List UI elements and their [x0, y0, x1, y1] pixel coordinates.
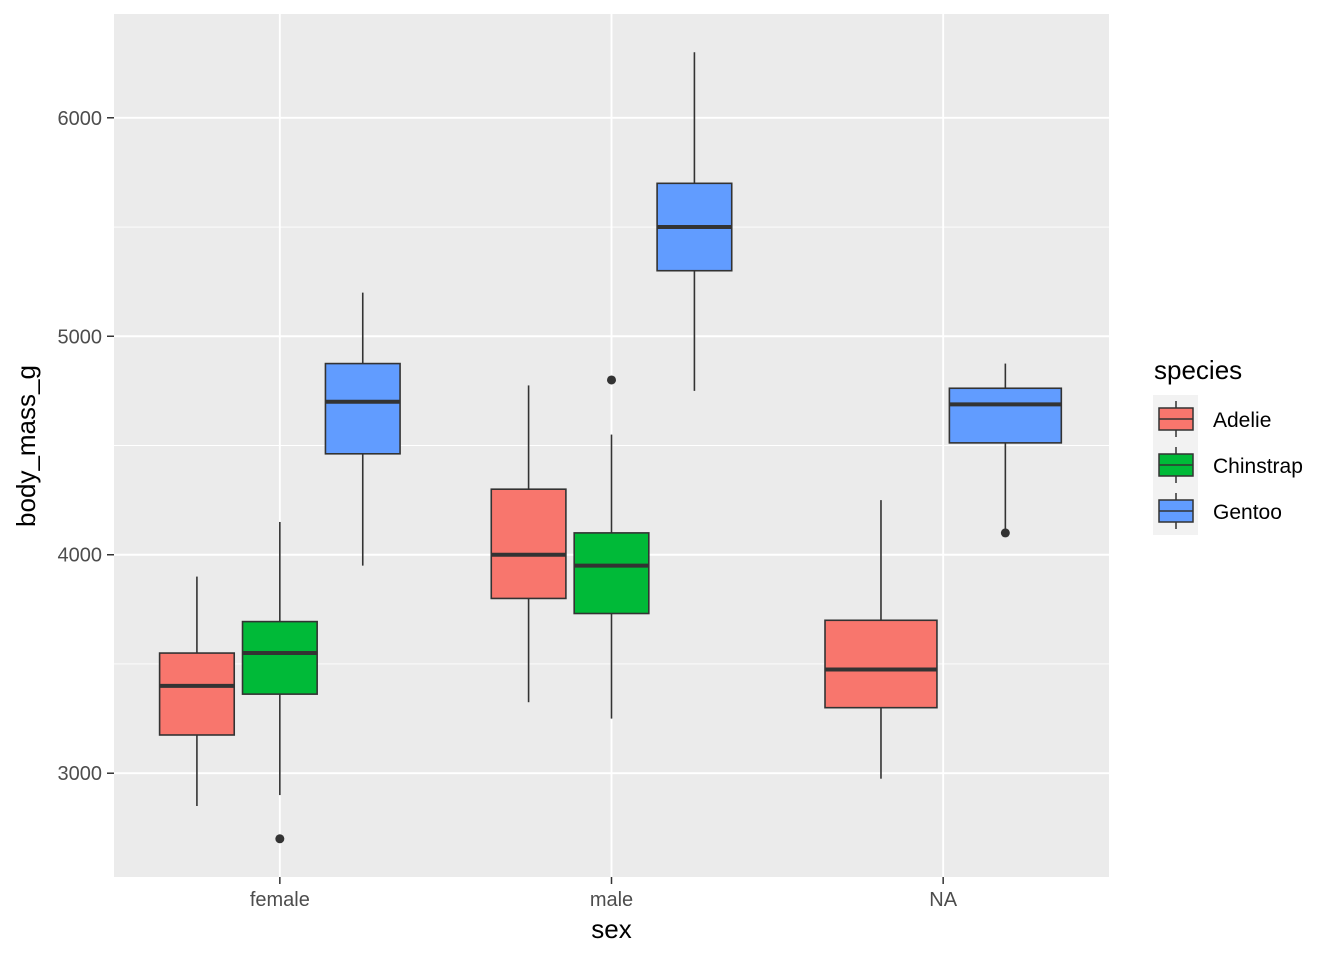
box-iqr: [490, 488, 567, 600]
y-tick-label: 5000: [58, 326, 103, 348]
box-iqr: [241, 620, 318, 695]
x-axis: female male NA: [250, 877, 958, 911]
legend-label-adelie: Adelie: [1213, 409, 1271, 432]
legend: species Adelie Chinstrap Gentoo: [1153, 355, 1303, 535]
x-axis-title: sex: [591, 914, 631, 944]
box-iqr: [158, 652, 236, 736]
y-axis-title: body_mass_g: [11, 365, 41, 527]
box-male-chinstrap: [573, 375, 650, 719]
box-layer: [158, 52, 1063, 844]
x-tick-label: male: [590, 889, 633, 911]
box-female-chinstrap: [241, 521, 318, 844]
y-tick-label: 3000: [58, 763, 103, 785]
box-female-gentoo: [324, 292, 401, 566]
x-tick-label: female: [250, 889, 310, 911]
x-tick-label: NA: [929, 889, 957, 911]
box-iqr: [948, 387, 1063, 444]
box-iqr: [824, 619, 938, 709]
box-NA-adelie: [824, 500, 938, 779]
outlier-point: [275, 834, 285, 844]
legend-key-chinstrap: [1158, 447, 1194, 483]
legend-key-adelie: [1158, 401, 1194, 437]
legend-label-chinstrap: Chinstrap: [1213, 455, 1303, 478]
box-iqr: [573, 532, 650, 615]
box-iqr: [324, 362, 401, 455]
y-tick-label: 6000: [58, 108, 103, 130]
outlier-point: [1000, 528, 1010, 538]
y-axis: 3000 4000 5000 6000: [58, 108, 114, 785]
box-male-gentoo: [656, 52, 733, 391]
legend-key-gentoo: [1158, 493, 1194, 529]
box-NA-gentoo: [948, 363, 1063, 538]
y-tick-label: 4000: [58, 545, 103, 567]
outlier-point: [607, 375, 616, 385]
legend-label-gentoo: Gentoo: [1213, 501, 1282, 524]
box-male-adelie: [490, 385, 567, 703]
box-female-adelie: [158, 576, 236, 806]
legend-title: species: [1154, 355, 1242, 385]
